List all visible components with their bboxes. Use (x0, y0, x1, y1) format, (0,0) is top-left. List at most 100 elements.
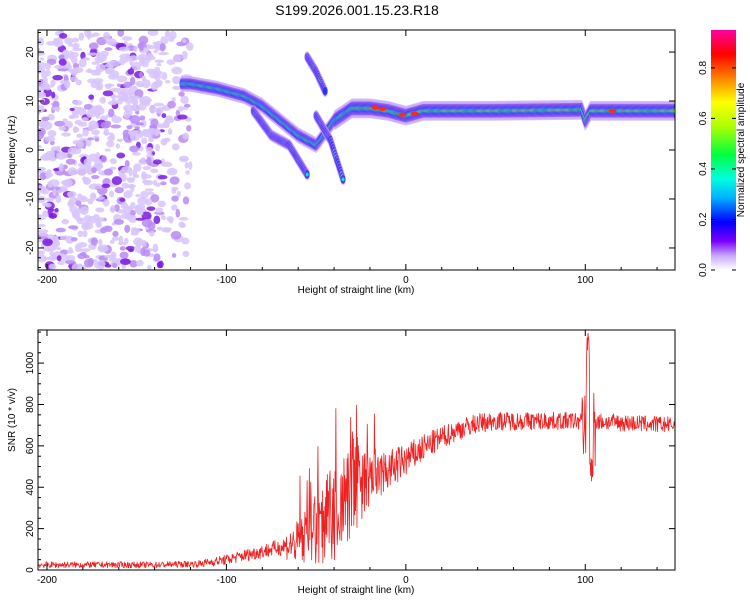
noise-blob (101, 183, 111, 188)
noise-blob (92, 258, 98, 263)
noise-blob (157, 200, 166, 208)
noise-blob (181, 237, 190, 245)
noise-blob (116, 75, 128, 83)
noise-blob (135, 80, 144, 87)
noise-blob (95, 110, 101, 119)
noise-blob (83, 258, 94, 268)
noise-blob (120, 173, 127, 183)
band-peak (608, 108, 617, 113)
noise-blob (70, 237, 78, 242)
noise-blob (62, 254, 71, 262)
noise-blob (157, 226, 163, 231)
noise-blob (135, 259, 144, 267)
noise-blob (105, 83, 112, 90)
noise-blob (55, 151, 67, 160)
noise-blob (113, 219, 124, 225)
noise-blob (116, 83, 121, 87)
noise-blob (135, 194, 141, 198)
noise-blob (128, 248, 134, 253)
noise-blob (107, 73, 119, 80)
noise-blob (88, 120, 99, 129)
noise-blob (109, 239, 115, 244)
noise-blob (160, 36, 169, 45)
noise-blob (114, 204, 120, 212)
noise-blob (180, 95, 189, 105)
noise-blob (129, 145, 140, 153)
noise-blob (171, 186, 179, 191)
noise-blob (167, 100, 176, 109)
snr-x-tick-label: -200 (37, 575, 57, 586)
noise-blob (75, 208, 86, 214)
noise-blob (112, 230, 119, 237)
noise-blob (86, 109, 93, 118)
noise-blob (59, 235, 71, 241)
spectrogram-x-tick-label: 0 (403, 275, 409, 286)
noise-blob (119, 246, 126, 251)
noise-blob (159, 42, 166, 52)
noise-blob (41, 153, 53, 161)
snr-x-tick-label: 0 (403, 575, 409, 586)
noise-blob (131, 152, 141, 156)
noise-blob (81, 248, 91, 253)
noise-blob (75, 217, 84, 222)
noise-blob (154, 59, 165, 63)
noise-blob (182, 38, 187, 44)
noise-blob (39, 172, 47, 181)
noise-blob (77, 230, 84, 238)
noise-blob (145, 146, 154, 154)
noise-blob (134, 89, 144, 98)
noise-blob (80, 251, 87, 257)
spectrogram-y-tick-label: 0 (25, 147, 36, 153)
noise-blob (83, 103, 93, 110)
noise-blob (95, 207, 105, 213)
noise-blob (79, 197, 89, 203)
noise-blob (128, 55, 139, 62)
noise-blob (88, 94, 95, 100)
noise-blob (102, 198, 110, 207)
noise-blob (109, 158, 117, 165)
noise-blob (76, 140, 85, 149)
noise-blob (38, 195, 47, 204)
noise-blob (38, 254, 47, 263)
noise-blob (139, 58, 151, 64)
noise-blob (98, 238, 103, 246)
colorbar-tick-label: 0.6 (698, 111, 709, 125)
noise-blob (119, 53, 131, 60)
noise-blob (86, 166, 93, 175)
snr-x-axis: -200 -100 0 100 (37, 330, 658, 586)
noise-blob (155, 143, 160, 152)
noise-blob (71, 37, 79, 43)
noise-blob (152, 71, 161, 79)
noise-blob (42, 210, 49, 218)
noise-blob (94, 137, 100, 142)
noise-blob (121, 36, 133, 41)
noise-blob (118, 46, 130, 52)
noise-blob (93, 183, 103, 190)
noise-blob (81, 117, 89, 122)
noise-blob (163, 227, 171, 233)
noise-blob (38, 144, 42, 149)
band-peak (378, 106, 387, 111)
noise-blob (65, 260, 76, 265)
noise-blob (151, 81, 163, 88)
noise-blob (119, 197, 126, 202)
noise-blob (110, 124, 122, 129)
noise-blob (78, 58, 87, 68)
noise-blob (126, 177, 135, 183)
noise-blob (141, 137, 148, 145)
noise-blob (48, 179, 60, 187)
noise-blob (104, 254, 115, 259)
noise-blob (44, 62, 52, 70)
noise-blob (118, 58, 126, 66)
noise-blob (171, 97, 176, 102)
noise-blob (144, 198, 153, 206)
lower-streak-peak (341, 177, 345, 182)
noise-blob (69, 115, 74, 120)
noise-blob (92, 78, 104, 83)
noise-blob (127, 130, 139, 136)
spectrogram-background (38, 30, 675, 270)
noise-blob (90, 69, 101, 76)
snr-y-tick-label: 600 (25, 437, 36, 454)
spectrogram-x-tick-label: -200 (37, 275, 57, 286)
